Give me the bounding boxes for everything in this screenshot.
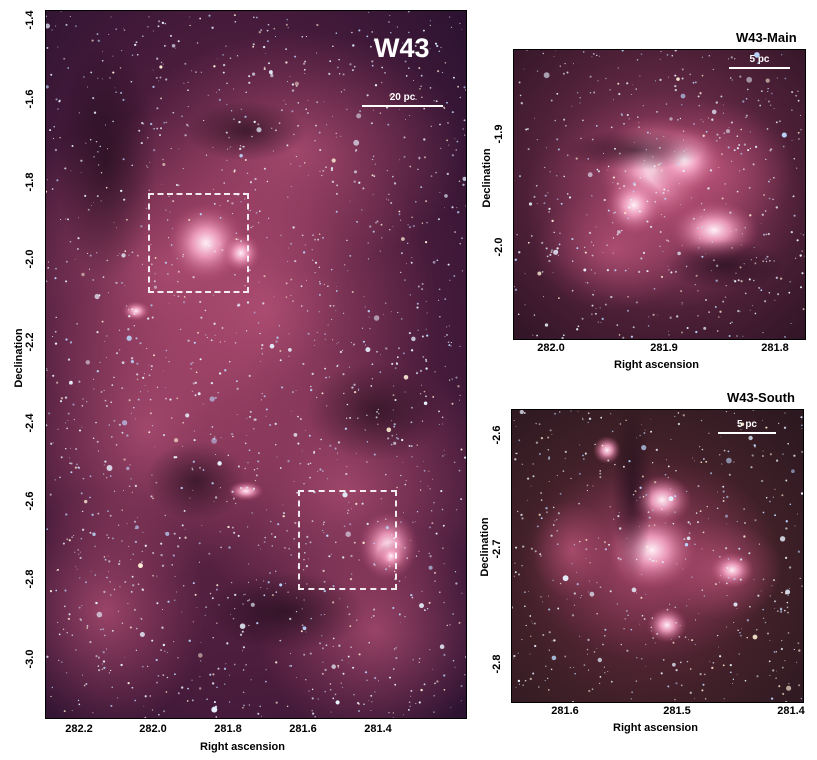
south-inset-xtick: 281.6 — [551, 705, 579, 717]
main-scale-label: 20 pc — [389, 92, 416, 103]
main-inset-xtick: 281.8 — [761, 342, 789, 354]
main-xlabel: Right ascension — [200, 741, 285, 753]
main-ytick: -2.0 — [24, 249, 36, 269]
main-inset-panel — [513, 49, 806, 340]
south-inset-ytick: -2.6 — [491, 425, 503, 445]
south-inset-image — [512, 410, 803, 702]
main-ytick: -2.2 — [24, 332, 36, 352]
south-inset-scale-label: 5 pc — [736, 419, 757, 430]
main-image-panel — [45, 10, 467, 719]
south-inset-ylabel: Declination — [479, 517, 491, 577]
main-inset-ytick: -2.0 — [493, 237, 505, 257]
south-inset-ytick: -2.8 — [491, 654, 503, 674]
main-inset-image — [514, 50, 805, 339]
south-inset-title: W43-South — [727, 390, 795, 405]
main-inset-xtick: 282.0 — [537, 342, 565, 354]
main-inset-xlabel: Right ascension — [614, 359, 699, 371]
main-ytick: -2.8 — [24, 569, 36, 589]
main-xtick: 281.6 — [289, 723, 317, 735]
south-region-box — [298, 490, 397, 590]
main-xtick: 282.2 — [65, 723, 93, 735]
main-panel-title: W43 — [374, 33, 430, 63]
main-inset-ytick: -1.9 — [493, 124, 505, 144]
main-inset-xtick: 281.9 — [650, 342, 678, 354]
south-inset-ytick: -2.7 — [491, 539, 503, 559]
main-inset-ylabel: Declination — [481, 148, 493, 208]
south-inset-xlabel: Right ascension — [613, 722, 698, 734]
main-sky-image — [46, 11, 466, 718]
main-inset-scale-label: 5 pc — [749, 54, 770, 65]
main-ytick: -1.8 — [24, 172, 36, 192]
main-ytick: -2.4 — [24, 413, 36, 433]
south-inset-panel — [511, 409, 804, 703]
main-region-box — [148, 193, 249, 293]
south-inset-xtick: 281.5 — [663, 705, 691, 717]
south-inset-xtick: 281.4 — [777, 705, 805, 717]
main-inset-scale-bar — [729, 67, 790, 69]
main-inset-title: W43-Main — [736, 30, 797, 45]
main-xtick: 282.0 — [139, 723, 167, 735]
main-ylabel: Declination — [13, 328, 25, 388]
south-inset-scale-bar — [718, 432, 776, 434]
main-scale-bar — [362, 105, 443, 107]
main-xtick: 281.4 — [364, 723, 392, 735]
main-xtick: 281.8 — [214, 723, 242, 735]
main-ytick: -1.4 — [24, 10, 36, 30]
main-ytick: -3.0 — [24, 649, 36, 669]
main-ytick: -1.6 — [24, 89, 36, 109]
main-ytick: -2.6 — [24, 491, 36, 511]
